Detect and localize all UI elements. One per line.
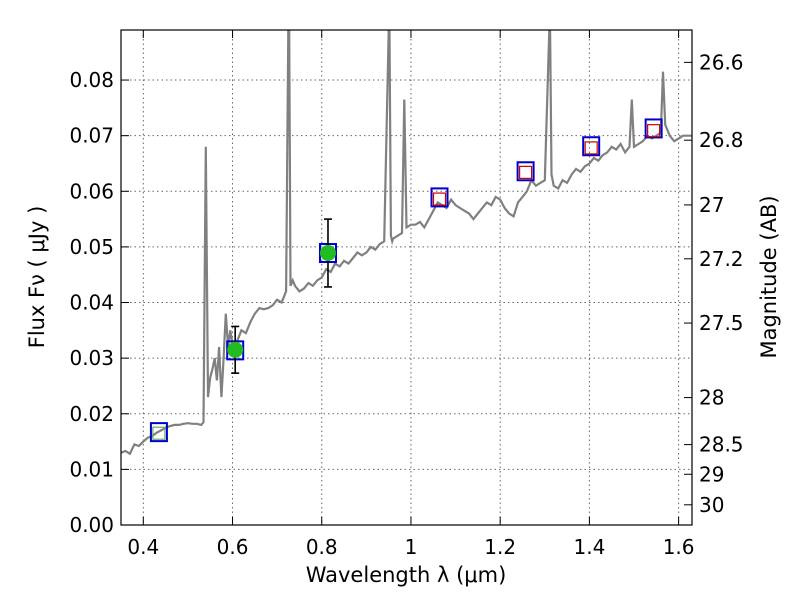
mag-tick-label: 30 — [699, 493, 724, 517]
y-tick-label: 0.04 — [69, 291, 114, 315]
y-tick-label: 0.08 — [69, 68, 114, 92]
y-tick-label: 0.07 — [69, 124, 114, 148]
upper-limit-square — [647, 124, 661, 138]
y-tick-label: 0.00 — [69, 513, 114, 537]
model-photometry-square — [582, 136, 601, 157]
y-tick-label: 0.01 — [69, 457, 114, 481]
x-tick-label: 0.4 — [127, 535, 159, 559]
upper-limit-square — [584, 141, 598, 155]
mag-tick-label: 27.5 — [699, 311, 744, 335]
mag-tick-label: 28 — [699, 386, 724, 410]
y-tick-label: 0.03 — [69, 346, 114, 370]
y-tick-label: 0.02 — [69, 402, 114, 426]
x-axis-label: Wavelength λ (μm) — [306, 563, 507, 587]
mag-tick-label: 29 — [699, 462, 724, 486]
observed-photometry-point — [227, 341, 244, 358]
photometry-markers — [149, 118, 663, 443]
upper-limit-square — [519, 165, 533, 179]
x-tick-label: 1.2 — [484, 535, 516, 559]
mag-tick-label: 28.5 — [699, 433, 744, 457]
x-tick-label: 0.8 — [306, 535, 338, 559]
x-tick-label: 1 — [405, 535, 418, 559]
observed-photometry-point — [319, 245, 336, 262]
plot-area — [121, 30, 692, 525]
y-tick-label: 0.06 — [69, 179, 114, 203]
x-tick-label: 1.4 — [573, 535, 605, 559]
x-tick-label: 1.6 — [663, 535, 695, 559]
other-marker — [152, 426, 166, 440]
spectrum-series — [121, 30, 692, 456]
model-photometry-square — [149, 422, 168, 443]
mag-tick-label: 27 — [699, 193, 724, 217]
upper-limit-square — [432, 192, 447, 206]
plot-frame — [120, 29, 693, 526]
mag-tick-label: 27.2 — [699, 247, 744, 271]
spectrum-line — [121, 30, 692, 456]
model-photometry-square — [516, 161, 535, 182]
mag-tick-label: 26.6 — [699, 50, 744, 74]
x-tick-label: 0.6 — [217, 535, 249, 559]
mag-tick-label: 26.8 — [699, 128, 744, 152]
model-photometry-square — [430, 187, 449, 208]
model-photometry-square — [644, 118, 663, 139]
y-axis-label: Flux Fν ( μJy ) — [25, 206, 49, 349]
right-axis-label: Magnitude (AB) — [757, 195, 781, 358]
y-tick-label: 0.05 — [69, 235, 114, 259]
axis-ticks: 0.4 0.6 0.8 1 1.2 1.4 1.6 0.00 0.01 0.02 0.03 0.04 0… — [69, 30, 744, 559]
grid-lines — [121, 30, 692, 525]
